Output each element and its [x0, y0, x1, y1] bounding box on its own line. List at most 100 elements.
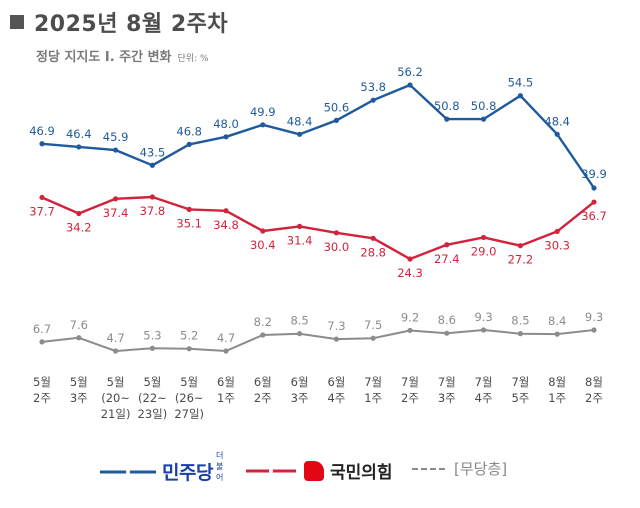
x-tick-line: 3주 — [438, 391, 456, 405]
title-row: 2025년 8월 2주차 — [10, 6, 228, 38]
data-point — [113, 348, 119, 354]
subtitle-row: 정당 지지도 Ⅰ. 주간 변화 단위: % — [36, 46, 209, 65]
data-label: 5.2 — [180, 329, 198, 343]
legend-independent-line — [412, 467, 446, 470]
data-label: 46.4 — [66, 127, 92, 141]
x-tick-line: 23일) — [138, 407, 168, 421]
chart-subtitle: 정당 지지도 Ⅰ. 주간 변화 — [36, 50, 172, 65]
data-label: 37.8 — [140, 204, 166, 218]
x-tick-line: 7월 — [401, 375, 419, 389]
x-tick-line: 5월 — [70, 375, 88, 389]
x-tick-label: 8월 2주 — [585, 375, 603, 405]
x-tick-label: 6월 1주 — [217, 375, 235, 405]
data-point — [333, 230, 339, 236]
x-tick-line: 2주 — [33, 391, 51, 405]
x-tick-line: 2주 — [254, 391, 272, 405]
data-point — [297, 131, 303, 137]
data-label: 56.2 — [397, 65, 423, 79]
data-point — [517, 93, 524, 99]
data-label: 9.3 — [474, 310, 492, 324]
x-tick-line: 7월 — [364, 375, 382, 389]
data-label: 9.2 — [401, 310, 419, 324]
data-point — [297, 331, 303, 337]
data-point — [113, 147, 119, 153]
data-point — [76, 335, 82, 341]
data-label: 30.0 — [324, 240, 350, 254]
data-point — [260, 122, 266, 128]
x-tick-line: 7월 — [475, 375, 493, 389]
data-point — [407, 256, 413, 262]
x-tick-line: 8월 — [585, 375, 603, 389]
data-point — [444, 116, 450, 122]
x-tick-line: 4주 — [475, 391, 493, 405]
legend: 더불어 민주당 국민의힘 [무당층] — [0, 451, 640, 492]
data-point — [223, 134, 229, 140]
data-label: 48.0 — [213, 117, 239, 131]
data-label: 48.4 — [544, 114, 570, 128]
data-label: 35.1 — [176, 216, 202, 230]
data-point — [370, 335, 376, 341]
data-label: 34.2 — [66, 221, 92, 235]
x-tick-line: 3주 — [291, 391, 309, 405]
x-tick-line: 2주 — [585, 391, 603, 405]
data-point — [591, 199, 597, 205]
chart-title: 2025년 8월 2주차 — [34, 12, 229, 37]
series-line-1 — [41, 195, 595, 261]
x-tick-line: (20~ — [101, 391, 130, 405]
data-point — [149, 345, 155, 351]
data-label: 48.4 — [287, 114, 313, 128]
x-tick-label: 7월 5주 — [511, 375, 529, 405]
data-point — [591, 185, 597, 191]
legend-ppp-line — [246, 468, 296, 473]
data-point — [39, 339, 45, 345]
data-label: 8.6 — [438, 313, 456, 327]
x-tick-label: 5월 3주 — [70, 375, 88, 405]
data-point — [76, 210, 82, 217]
data-point — [260, 228, 266, 234]
series-line-0 — [41, 83, 595, 189]
data-label: 7.3 — [327, 319, 345, 333]
data-point — [260, 332, 266, 338]
data-label: 31.4 — [287, 233, 313, 247]
data-label: 50.8 — [471, 99, 497, 113]
data-label: 24.3 — [397, 266, 423, 280]
title-square-icon — [10, 15, 24, 29]
x-tick-line: 6월 — [327, 375, 345, 389]
x-tick-line: 3주 — [70, 391, 88, 405]
x-tick-label: 8월 1주 — [548, 375, 566, 405]
series-line-2 — [41, 329, 595, 352]
data-point — [223, 208, 229, 214]
data-label: 7.5 — [364, 318, 382, 332]
data-label: 36.7 — [581, 209, 607, 223]
unit-label: 단위: % — [177, 54, 209, 64]
x-tick-line: 5주 — [511, 391, 529, 405]
data-point — [333, 336, 339, 342]
data-label: 6.7 — [33, 322, 51, 336]
data-point — [444, 330, 450, 336]
data-point — [407, 327, 413, 334]
x-tick-line: 7월 — [438, 375, 456, 389]
data-label: 53.8 — [360, 80, 386, 94]
x-tick-label: 7월 4주 — [475, 375, 493, 405]
data-label: 4.7 — [106, 331, 124, 345]
x-tick-label: 5월 (22~ 23일) — [138, 375, 168, 421]
data-label: 27.4 — [434, 252, 460, 266]
x-tick-label: 7월 1주 — [364, 375, 382, 405]
data-label: 8.4 — [548, 314, 566, 328]
data-label: 7.6 — [70, 318, 88, 332]
x-tick-line: 4주 — [327, 391, 345, 405]
data-point — [370, 235, 376, 241]
line-chart: 46.9 46.4 45.9 43.5 46.8 48.0 49.9 48.4 50.6 53.8… — [29, 65, 607, 421]
legend-democratic-top-text: 더불어 — [216, 451, 224, 482]
data-label: 43.5 — [140, 145, 166, 159]
data-label: 30.3 — [544, 238, 570, 252]
data-label: 8.5 — [290, 314, 308, 328]
data-label: 9.3 — [585, 310, 603, 324]
legend-independent: [무당층] — [412, 458, 507, 479]
x-tick-line: 5월 — [143, 375, 161, 389]
x-tick-label: 7월 3주 — [438, 375, 456, 405]
data-label: 50.6 — [324, 100, 350, 114]
data-label: 50.8 — [434, 99, 460, 113]
x-tick-line: 5월 — [180, 375, 198, 389]
